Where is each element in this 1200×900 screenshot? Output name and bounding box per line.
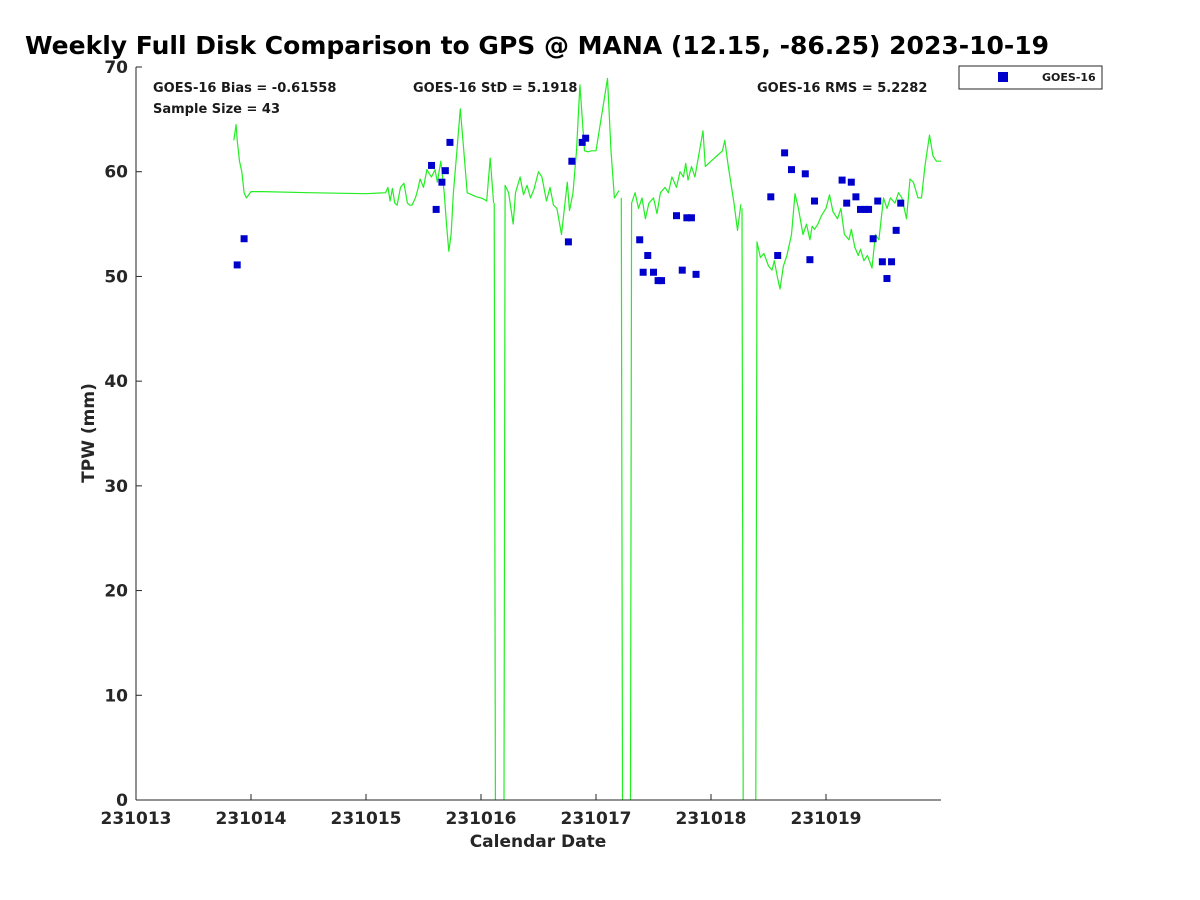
x-tick-label: 231017 <box>561 809 632 829</box>
y-tick-label: 40 <box>104 372 128 392</box>
goes16-point <box>650 268 657 276</box>
goes16-point <box>582 134 590 142</box>
goes16-point <box>892 226 900 234</box>
y-axis-ticks: 0 10 20 30 40 50 60 70 <box>104 58 142 811</box>
goes16-point <box>865 205 873 213</box>
goes16-point <box>883 275 891 283</box>
goes16-point <box>233 261 241 269</box>
goes16-point <box>678 266 686 274</box>
goes16-point <box>658 277 666 285</box>
y-tick-label: 30 <box>104 477 128 497</box>
goes16-point <box>897 199 905 207</box>
goes16-point <box>847 178 855 186</box>
y-tick-label: 0 <box>116 791 128 811</box>
goes16-point <box>564 238 572 246</box>
goes16-point <box>578 138 586 146</box>
goes16-point <box>568 157 576 165</box>
goes16-point <box>811 197 818 205</box>
y-tick-label: 20 <box>104 582 128 602</box>
x-axis-label: Calendar Date <box>470 832 607 852</box>
gps-line-segment <box>493 203 496 801</box>
sample-size-stat: Sample Size = 43 <box>153 102 280 117</box>
legend-label-goes16: GOES-16 <box>1042 71 1096 84</box>
goes16-point <box>446 138 454 146</box>
x-tick-label: 231018 <box>676 809 747 829</box>
x-axis-ticks: 231013 231014 231015 231016 231017 231018 2310… <box>101 794 862 829</box>
y-axis-label: TPW (mm) <box>79 383 99 483</box>
goes16-point <box>874 197 882 205</box>
chart-title: Weekly Full Disk Comparison to GPS @ MAN… <box>25 31 1049 60</box>
gps-line-segment <box>503 77 620 801</box>
legend-box <box>958 65 1103 90</box>
goes16-point <box>878 258 886 266</box>
goes16-point <box>767 193 775 201</box>
goes16-point <box>432 205 440 213</box>
goes16-point <box>428 161 436 169</box>
y-tick-label: 60 <box>104 163 128 183</box>
legend: GOES-16 <box>958 65 1103 90</box>
goes16-point <box>687 214 695 222</box>
goes16-point <box>788 166 795 174</box>
y-tick-label: 50 <box>104 267 128 287</box>
goes16-point <box>441 167 449 175</box>
goes16-point <box>673 212 680 220</box>
x-tick-label: 231015 <box>331 809 402 829</box>
goes16-point <box>843 199 851 207</box>
bias-stat: GOES-16 Bias = -0.61558 <box>153 81 336 96</box>
goes16-point <box>857 205 864 213</box>
y-tick-label: 10 <box>104 686 128 706</box>
goes16-point <box>806 256 814 264</box>
goes16-point <box>683 214 691 222</box>
goes16-point <box>438 178 446 186</box>
goes16-point <box>240 235 248 243</box>
x-tick-label: 231016 <box>446 809 517 829</box>
goes16-series <box>233 134 905 285</box>
gps-line-segment <box>755 134 941 801</box>
goes16-point <box>636 236 644 244</box>
goes16-point <box>774 251 782 259</box>
goes16-point <box>888 258 896 266</box>
std-stat: GOES-16 StD = 5.1918 <box>413 81 577 96</box>
y-tick-label: 70 <box>104 58 128 78</box>
goes16-point <box>852 193 860 201</box>
gps-series <box>233 77 941 801</box>
gps-line-segment <box>629 130 742 801</box>
legend-marker-goes16 <box>998 72 1008 82</box>
gps-line-segment <box>233 108 495 252</box>
goes16-point <box>801 170 809 178</box>
goes16-point <box>639 268 647 276</box>
goes16-point <box>838 176 846 184</box>
goes16-point <box>869 235 877 243</box>
rms-stat: GOES-16 RMS = 5.2282 <box>757 81 927 96</box>
gps-line-segment <box>741 208 744 801</box>
plot-area <box>135 67 941 801</box>
plot-background <box>136 67 941 800</box>
goes16-point <box>781 149 789 157</box>
gps-line-segment <box>620 197 624 801</box>
goes16-point <box>644 251 652 259</box>
goes16-point <box>692 270 700 278</box>
x-tick-label: 231019 <box>791 809 862 829</box>
x-tick-label: 231014 <box>216 809 287 829</box>
x-tick-label: 231013 <box>101 809 172 829</box>
